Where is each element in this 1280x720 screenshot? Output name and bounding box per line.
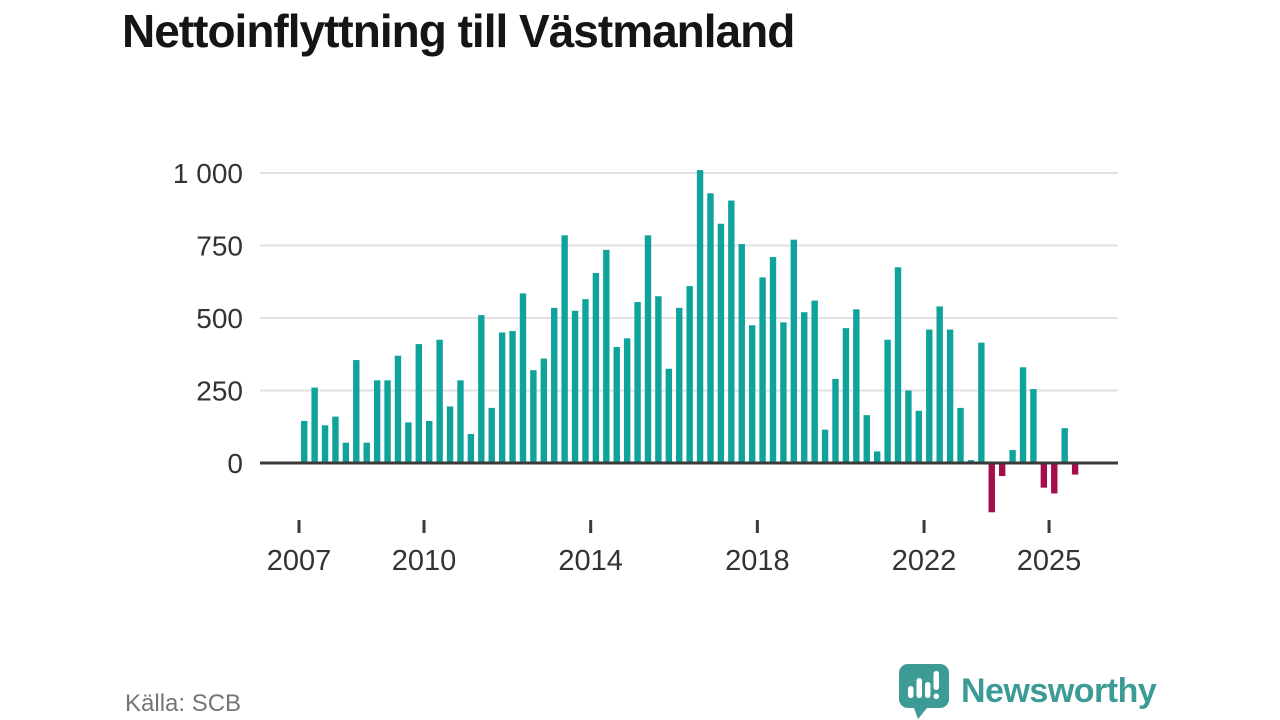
y-axis-tick-label: 1 000: [173, 158, 243, 189]
bar-positive: [1030, 389, 1037, 463]
bar-positive: [936, 306, 943, 463]
bar-positive: [603, 249, 610, 463]
bar-positive: [321, 425, 329, 463]
bar-positive: [842, 328, 850, 463]
bar-positive: [561, 235, 568, 463]
x-axis-tick-label: 2022: [892, 545, 957, 577]
bar-positive: [426, 420, 433, 463]
bar-positive: [394, 355, 402, 463]
bar-positive: [332, 416, 339, 463]
bar-positive: [342, 442, 350, 463]
newsworthy-branding[interactable]: Newsworthy: [895, 662, 1157, 720]
bar-negative: [1051, 463, 1058, 494]
bar-negative: [998, 463, 1006, 477]
y-axis-tick-label: 0: [227, 448, 243, 479]
y-axis-tick-label: 750: [196, 231, 243, 262]
bar-positive: [957, 407, 964, 463]
bar-positive: [644, 235, 652, 463]
source-label: Källa: SCB: [125, 690, 242, 717]
bar-positive: [384, 380, 391, 463]
bar-negative: [988, 463, 995, 513]
bar-positive: [530, 370, 537, 463]
bar-positive: [498, 332, 506, 463]
bar-positive: [926, 329, 933, 463]
bar-positive: [905, 390, 912, 463]
bar-positive: [540, 358, 548, 463]
bar-positive: [686, 286, 693, 463]
y-axis-tick-label: 500: [196, 303, 243, 334]
bar-positive: [821, 429, 829, 463]
bar-positive: [457, 380, 464, 463]
bar-positive: [707, 193, 714, 464]
bar-positive: [571, 310, 579, 463]
bar-positive: [551, 307, 558, 463]
y-axis-tick-label: 250: [196, 376, 243, 407]
bar-positive: [665, 368, 673, 463]
bar-negative: [1071, 463, 1079, 475]
bar-positive: [436, 339, 443, 463]
bar-positive: [863, 415, 870, 463]
bar-positive: [738, 244, 745, 463]
bar-positive: [405, 422, 412, 463]
bar-positive: [801, 312, 808, 463]
bar-positive: [634, 302, 641, 463]
bar-positive: [811, 300, 818, 463]
bar-positive: [946, 329, 954, 463]
bar-positive: [373, 380, 381, 463]
bar-positive: [363, 442, 370, 463]
bar-positive: [790, 239, 798, 463]
bar-positive: [509, 331, 516, 463]
bar-positive: [446, 406, 454, 463]
bar-positive: [1019, 367, 1027, 463]
bar-positive: [769, 257, 777, 463]
bar-positive: [853, 309, 860, 463]
bar-chart: 0 250 500 750 1 000 2007 2010 2014 2018 2022 2025: [173, 158, 1118, 577]
bar-positive: [780, 322, 787, 463]
branding-name: Newsworthy: [961, 671, 1157, 710]
bar-positive: [915, 410, 923, 463]
bar-positive: [353, 360, 360, 463]
x-axis-tick-label: 2014: [558, 545, 623, 577]
bar-positive: [884, 339, 891, 463]
bar-positive: [676, 307, 683, 463]
bar-positive: [717, 223, 725, 463]
newsworthy-speech-bubble-chart-icon: [899, 664, 949, 719]
x-axis-tick-label: 2018: [725, 545, 790, 577]
x-axis-tick-label: 2025: [1017, 545, 1082, 577]
bar-positive: [415, 344, 422, 463]
bar-positive: [873, 451, 881, 463]
bar-negative: [1040, 463, 1048, 488]
bar-positive: [894, 267, 902, 463]
bar-positive: [696, 170, 704, 463]
bar-positive: [623, 338, 631, 463]
bar-positive: [301, 420, 308, 463]
bar-positive: [1061, 428, 1068, 463]
bar-positive: [488, 407, 495, 463]
x-axis-tick-label: 2010: [392, 545, 457, 577]
bar-positive: [978, 342, 985, 463]
bar-positive: [759, 277, 766, 463]
bar-positive: [1009, 449, 1016, 463]
bar-positive: [613, 347, 620, 463]
bar-positive: [311, 387, 318, 463]
bar-positive: [582, 299, 589, 463]
chart-title: Nettoinflyttning till Västmanland: [122, 5, 795, 57]
bar-positive: [655, 296, 662, 463]
bar-positive: [832, 378, 839, 463]
bar-positive: [467, 434, 475, 463]
bar-positive: [519, 293, 527, 463]
bar-positive: [478, 315, 485, 463]
x-axis-tick-label: 2007: [267, 545, 332, 577]
bar-positive: [592, 273, 600, 463]
bar-positive: [748, 325, 756, 463]
bar-positive: [728, 200, 735, 464]
